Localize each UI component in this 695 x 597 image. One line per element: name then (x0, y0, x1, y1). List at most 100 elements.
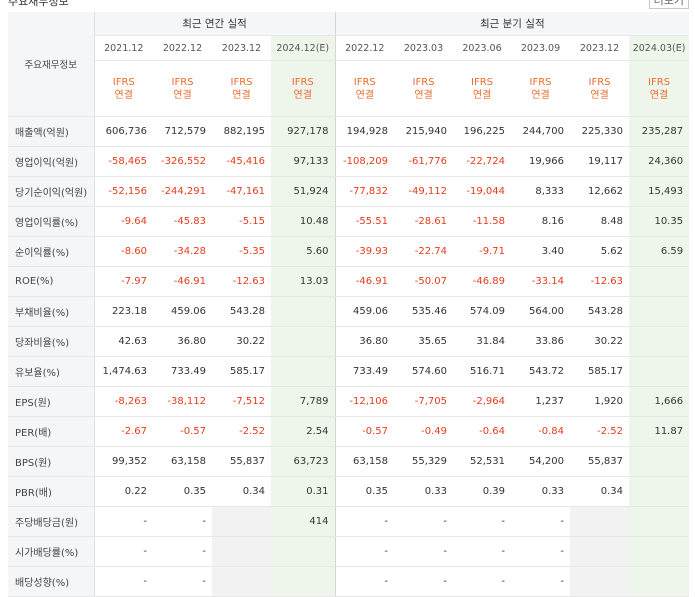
table-cell (212, 566, 271, 597)
row-label: EPS(원) (8, 386, 95, 417)
table-cell: 1,666 (629, 386, 690, 417)
table-cell: -2.52 (212, 416, 271, 447)
table-cell (629, 326, 690, 357)
top-fragment-bar: 주요재무정보 더보기 (0, 0, 695, 12)
ifrs-label: IFRS (171, 76, 194, 88)
table-cell: -0.57 (334, 416, 395, 447)
table-row: 영업이익률(%) -9.64 -45.83 -5.15 10.48 -55.51 -28.6… (8, 206, 690, 237)
table-cell (629, 476, 690, 507)
table-cell: 6.59 (629, 236, 690, 267)
row-label: 부채비율(%) (8, 296, 95, 327)
table-cell (271, 356, 336, 387)
consolidated-label: 연결 (232, 89, 251, 101)
ifrs-consolidated-label: IFRS 연결 (153, 60, 212, 117)
table-cell (629, 536, 690, 567)
table-cell: 8.16 (511, 206, 571, 237)
table-cell: - (394, 566, 454, 597)
table-row: 시가배당률(%) - - - - - - (8, 536, 690, 567)
period-header: 2024.03(E) (629, 35, 690, 61)
table-cell: - (334, 536, 395, 567)
table-cell (570, 566, 630, 597)
table-cell: 564.00 (511, 296, 571, 327)
table-cell: -0.64 (453, 416, 512, 447)
ifrs-consolidated-label: IFRS 연결 (511, 60, 571, 117)
table-row: PER(배) -2.67 -0.57 -2.52 2.54 -0.57 -0.49 -0.64… (8, 416, 690, 447)
table-cell: -2.52 (570, 416, 630, 447)
table-row: PBR(배) 0.22 0.35 0.34 0.31 0.35 0.33 0.39 0.33 0.… (8, 476, 690, 507)
table-cell: 0.35 (334, 476, 395, 507)
table-cell: -39.93 (334, 236, 395, 267)
table-cell: 225,330 (570, 116, 630, 147)
table-cell: -46.89 (453, 266, 512, 297)
table-cell (271, 326, 336, 357)
table-cell: -8,263 (94, 386, 153, 417)
table-cell: 7,789 (271, 386, 336, 417)
table-cell: 0.34 (212, 476, 271, 507)
table-cell: - (153, 566, 212, 597)
table-cell: 516.71 (453, 356, 512, 387)
table-cell: -12.63 (570, 266, 630, 297)
ifrs-consolidated-label: IFRS 연결 (394, 60, 454, 117)
table-cell: 63,723 (271, 446, 336, 477)
table-cell: 733.49 (334, 356, 395, 387)
table-cell: - (334, 506, 395, 537)
table-cell: 543.28 (212, 296, 271, 327)
table-cell: -45,416 (212, 146, 271, 177)
table-cell (629, 446, 690, 477)
table-cell: 459.06 (334, 296, 395, 327)
consolidated-label: 연결 (355, 89, 374, 101)
consolidated-label: 연결 (114, 89, 133, 101)
table-cell: - (394, 506, 454, 537)
ifrs-consolidated-label: IFRS 연결 (271, 60, 336, 117)
table-cell: -108,209 (334, 146, 395, 177)
table-cell: 1,237 (511, 386, 571, 417)
consolidated-label: 연결 (414, 89, 433, 101)
table-cell: 0.33 (511, 476, 571, 507)
row-label: PER(배) (8, 416, 95, 447)
table-cell: -28.61 (394, 206, 454, 237)
annual-header: 최근 연간 실적 (94, 12, 336, 36)
table-cell: -49,112 (394, 176, 454, 207)
table-cell: 3.40 (511, 236, 571, 267)
table-corner-label: 주요재무정보 (8, 12, 95, 117)
table-cell: 574.09 (453, 296, 512, 327)
table-cell: -33.14 (511, 266, 571, 297)
table-cell: -2.67 (94, 416, 153, 447)
table-cell: 0.22 (94, 476, 153, 507)
table-cell: -55.51 (334, 206, 395, 237)
table-cell: 585.17 (570, 356, 630, 387)
ifrs-label: IFRS (353, 76, 376, 88)
row-label: 매출액(억원) (8, 116, 95, 147)
table-cell (271, 536, 336, 567)
consolidated-label: 연결 (173, 89, 192, 101)
period-header: 2022.12 (334, 35, 395, 61)
table-cell: -77,832 (334, 176, 395, 207)
table-cell: 30.22 (570, 326, 630, 357)
table-cell: -50.07 (394, 266, 454, 297)
table-cell: 0.35 (153, 476, 212, 507)
quarterly-header: 최근 분기 실적 (334, 12, 690, 36)
table-cell: -7,705 (394, 386, 454, 417)
table-cell: - (394, 536, 454, 567)
more-button[interactable]: 더보기 (648, 0, 689, 9)
period-header: 2023.12 (570, 35, 630, 61)
table-cell: -244,291 (153, 176, 212, 207)
row-label: 순이익률(%) (8, 236, 95, 267)
table-cell: 194,928 (334, 116, 395, 147)
table-cell (570, 536, 630, 567)
table-cell: 0.39 (453, 476, 512, 507)
table-cell: 882,195 (212, 116, 271, 147)
table-cell: -7,512 (212, 386, 271, 417)
table-cell (629, 566, 690, 597)
table-cell: 36.80 (153, 326, 212, 357)
table-cell: 99,352 (94, 446, 153, 477)
period-header: 2024.12(E) (271, 35, 336, 61)
period-header: 2022.12 (153, 35, 212, 61)
table-cell (629, 296, 690, 327)
table-cell: - (94, 536, 153, 567)
table-cell: 0.34 (570, 476, 630, 507)
table-cell: 215,940 (394, 116, 454, 147)
period-header: 2021.12 (94, 35, 153, 61)
table-cell: - (511, 536, 571, 567)
table-cell (629, 356, 690, 387)
